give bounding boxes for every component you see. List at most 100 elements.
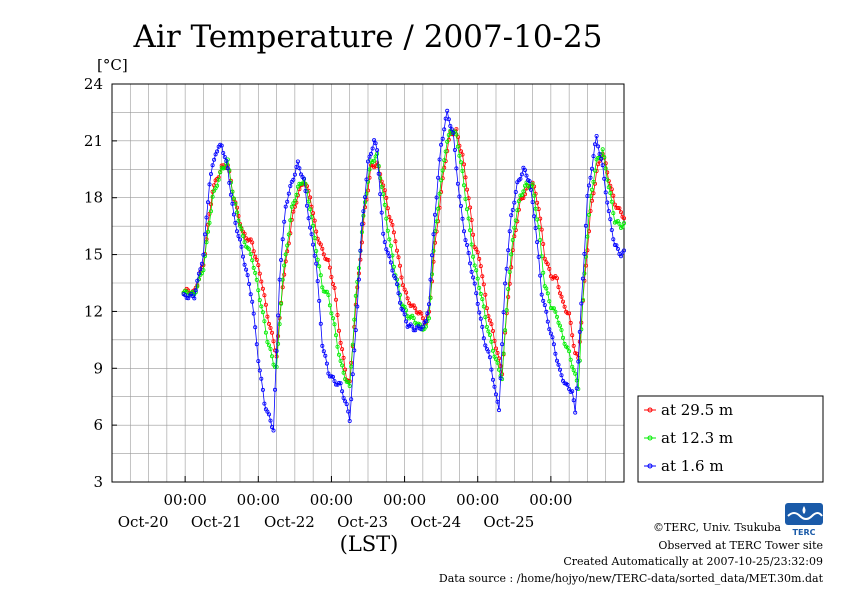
data-point — [603, 166, 608, 171]
data-point — [576, 359, 581, 364]
data-point — [599, 156, 604, 161]
data-point — [402, 304, 407, 309]
data-point — [323, 353, 328, 358]
data-point — [268, 418, 273, 423]
data-point — [215, 149, 220, 154]
data-point — [274, 348, 279, 353]
data-point — [619, 254, 624, 259]
data-point — [399, 275, 404, 280]
data-point — [602, 176, 607, 181]
x-tick-time: 00:00 — [529, 491, 572, 509]
data-point — [442, 158, 447, 163]
data-point — [602, 155, 607, 160]
data-point — [574, 386, 579, 391]
data-point — [419, 311, 424, 316]
data-point — [609, 187, 614, 192]
data-point — [326, 371, 331, 376]
data-point — [250, 240, 255, 245]
terc-logo-text: TERC — [793, 528, 816, 537]
data-point — [353, 293, 358, 298]
data-point — [562, 304, 567, 309]
data-point — [535, 240, 540, 245]
data-point — [286, 232, 291, 237]
data-point — [471, 232, 476, 237]
data-point — [545, 291, 550, 296]
data-point — [234, 210, 239, 215]
data-point — [228, 192, 233, 197]
data-point — [593, 142, 598, 147]
data-point — [295, 159, 300, 164]
data-point — [272, 387, 277, 392]
data-point — [301, 176, 306, 181]
data-point — [400, 308, 405, 313]
data-point — [535, 217, 540, 222]
data-point — [288, 218, 293, 223]
data-point — [487, 332, 492, 337]
data-point — [314, 229, 319, 234]
data-point — [551, 342, 556, 347]
data-point — [442, 127, 447, 132]
data-point — [591, 179, 596, 184]
data-point — [268, 325, 273, 330]
data-point — [349, 397, 354, 402]
data-point — [461, 162, 466, 167]
data-point — [440, 168, 445, 173]
data-point — [591, 154, 596, 159]
data-point — [204, 215, 209, 220]
data-point — [221, 150, 226, 155]
x-tick-time: 00:00 — [310, 491, 353, 509]
data-point — [346, 380, 351, 385]
data-point — [544, 286, 549, 291]
data-point — [577, 329, 582, 334]
data-point — [336, 328, 341, 333]
data-point — [603, 190, 608, 195]
legend-entry: at 29.5 m — [661, 401, 733, 419]
data-point — [565, 382, 570, 387]
data-point — [289, 204, 294, 209]
data-point — [484, 324, 489, 329]
data-point — [457, 153, 462, 158]
data-point — [477, 256, 482, 261]
data-point — [378, 176, 383, 181]
data-point — [309, 232, 314, 237]
data-point — [277, 277, 282, 282]
data-point — [611, 193, 616, 198]
data-point — [318, 242, 323, 247]
data-point — [311, 242, 316, 247]
data-point — [475, 276, 480, 281]
data-point — [304, 203, 309, 208]
data-point — [413, 306, 418, 311]
data-point — [266, 412, 271, 417]
data-point — [466, 250, 471, 255]
data-point — [492, 384, 497, 389]
data-point — [426, 316, 431, 321]
data-point — [423, 319, 428, 324]
data-point — [294, 192, 299, 197]
data-point — [244, 267, 249, 272]
data-point — [544, 309, 549, 314]
data-point — [555, 358, 560, 363]
data-point — [340, 389, 345, 394]
data-point — [263, 302, 268, 307]
data-point — [420, 324, 425, 329]
data-point — [350, 372, 355, 377]
data-point — [404, 319, 409, 324]
data-point — [596, 162, 601, 167]
data-point — [242, 262, 247, 267]
data-point — [323, 289, 328, 294]
data-point — [359, 240, 364, 245]
data-point — [411, 328, 416, 333]
data-point — [279, 301, 284, 306]
data-point — [333, 333, 338, 338]
data-point — [271, 428, 276, 433]
data-point — [436, 206, 441, 211]
data-point — [373, 141, 378, 146]
data-point — [478, 316, 483, 321]
data-point — [207, 220, 212, 225]
data-point — [312, 218, 317, 223]
data-point — [547, 327, 552, 332]
footer-copyright: ©TERC, Univ. Tsukuba — [653, 521, 781, 534]
data-point — [254, 277, 259, 282]
data-point — [320, 343, 325, 348]
data-point — [495, 360, 500, 365]
